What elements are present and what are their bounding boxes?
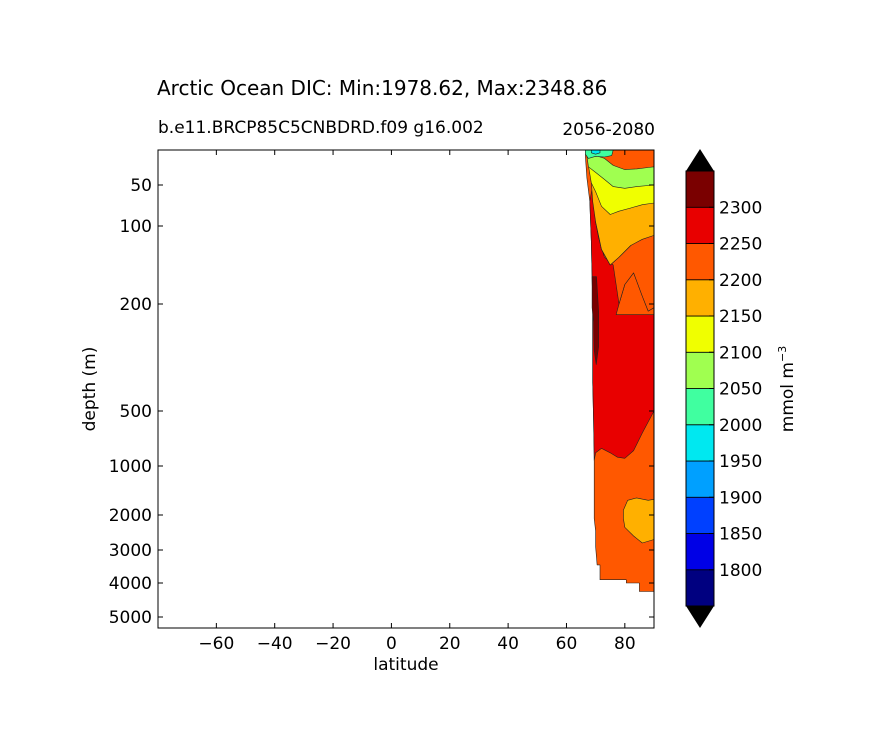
colorbar-label: mmol m−3 [776,346,798,432]
colorbar-tick-label: 2100 [719,343,762,363]
x-tick-label: 40 [497,634,519,654]
colorbar-band [685,424,715,462]
colorbar-tick-label: 2300 [719,198,762,218]
colorbar-tick-label: 2150 [719,307,762,327]
y-tick-label: 4000 [109,574,152,594]
colorbar-tick-label: 1800 [719,561,762,581]
x-tick-label: −60 [198,634,234,654]
y-tick-label: 5000 [109,608,152,628]
colorbar-band [685,279,715,317]
chart-subtitle-period: 2056-2080 [562,120,655,140]
plot-area [158,150,654,628]
colorbar: 1800 1850 1900 1950 2000 2050 2100 2150 2200 2250… [685,149,762,628]
x-tick-label: −40 [257,634,293,654]
x-tick-label: 20 [439,634,461,654]
x-tick-label: 80 [614,634,636,654]
region-deep-red [591,276,599,365]
colorbar-band [685,243,715,281]
y-tick-label: 2000 [109,506,152,526]
x-axis: −60 −40 −20 0 20 40 60 80 [198,150,636,654]
y-tick-label: 1000 [109,457,152,477]
colorbar-tick-label: 1850 [719,525,762,545]
colorbar-tick-label: 1900 [719,488,762,508]
colorbar-band [685,496,715,534]
colorbar-band [685,206,715,244]
colorbar-extend-bottom [686,606,714,628]
y-tick-label: 500 [120,402,152,422]
colorbar-band [685,460,715,498]
x-axis-label: latitude [373,655,438,675]
x-tick-label: 0 [386,634,397,654]
colorbar-band [685,351,715,389]
colorbar-tick-label: 2250 [719,235,762,255]
y-tick-label: 3000 [109,541,152,561]
colorbar-band [685,533,715,571]
colorbar-band [685,315,715,353]
plot-frame [157,149,655,629]
colorbar-band [685,170,715,208]
colorbar-extend-top [686,149,714,171]
colorbar-tick-label: 2050 [719,380,762,400]
colorbar-band [685,388,715,426]
colorbar-tick-label: 2000 [719,416,762,436]
chart-subtitle-case: b.e11.BRCP85C5CNBDRD.f09 g16.002 [158,118,484,138]
x-tick-label: −20 [315,634,351,654]
colorbar-band [685,569,715,607]
y-tick-label: 200 [120,295,152,315]
colorbar-tick-label: 1950 [719,452,762,472]
chart-title: Arctic Ocean DIC: Min:1978.62, Max:2348.… [157,76,608,100]
colorbar-label-exponent: −3 [776,346,789,362]
y-axis-label: depth (m) [80,347,100,432]
y-tick-label: 50 [130,176,152,196]
colorbar-label-unit: mmol m [778,362,798,432]
y-axis: 50 100 200 500 1000 2000 3000 4000 5000 [109,176,654,628]
x-tick-label: 60 [556,634,578,654]
contour-field [585,149,655,592]
colorbar-tick-label: 2200 [719,271,762,291]
y-tick-label: 100 [120,217,152,237]
